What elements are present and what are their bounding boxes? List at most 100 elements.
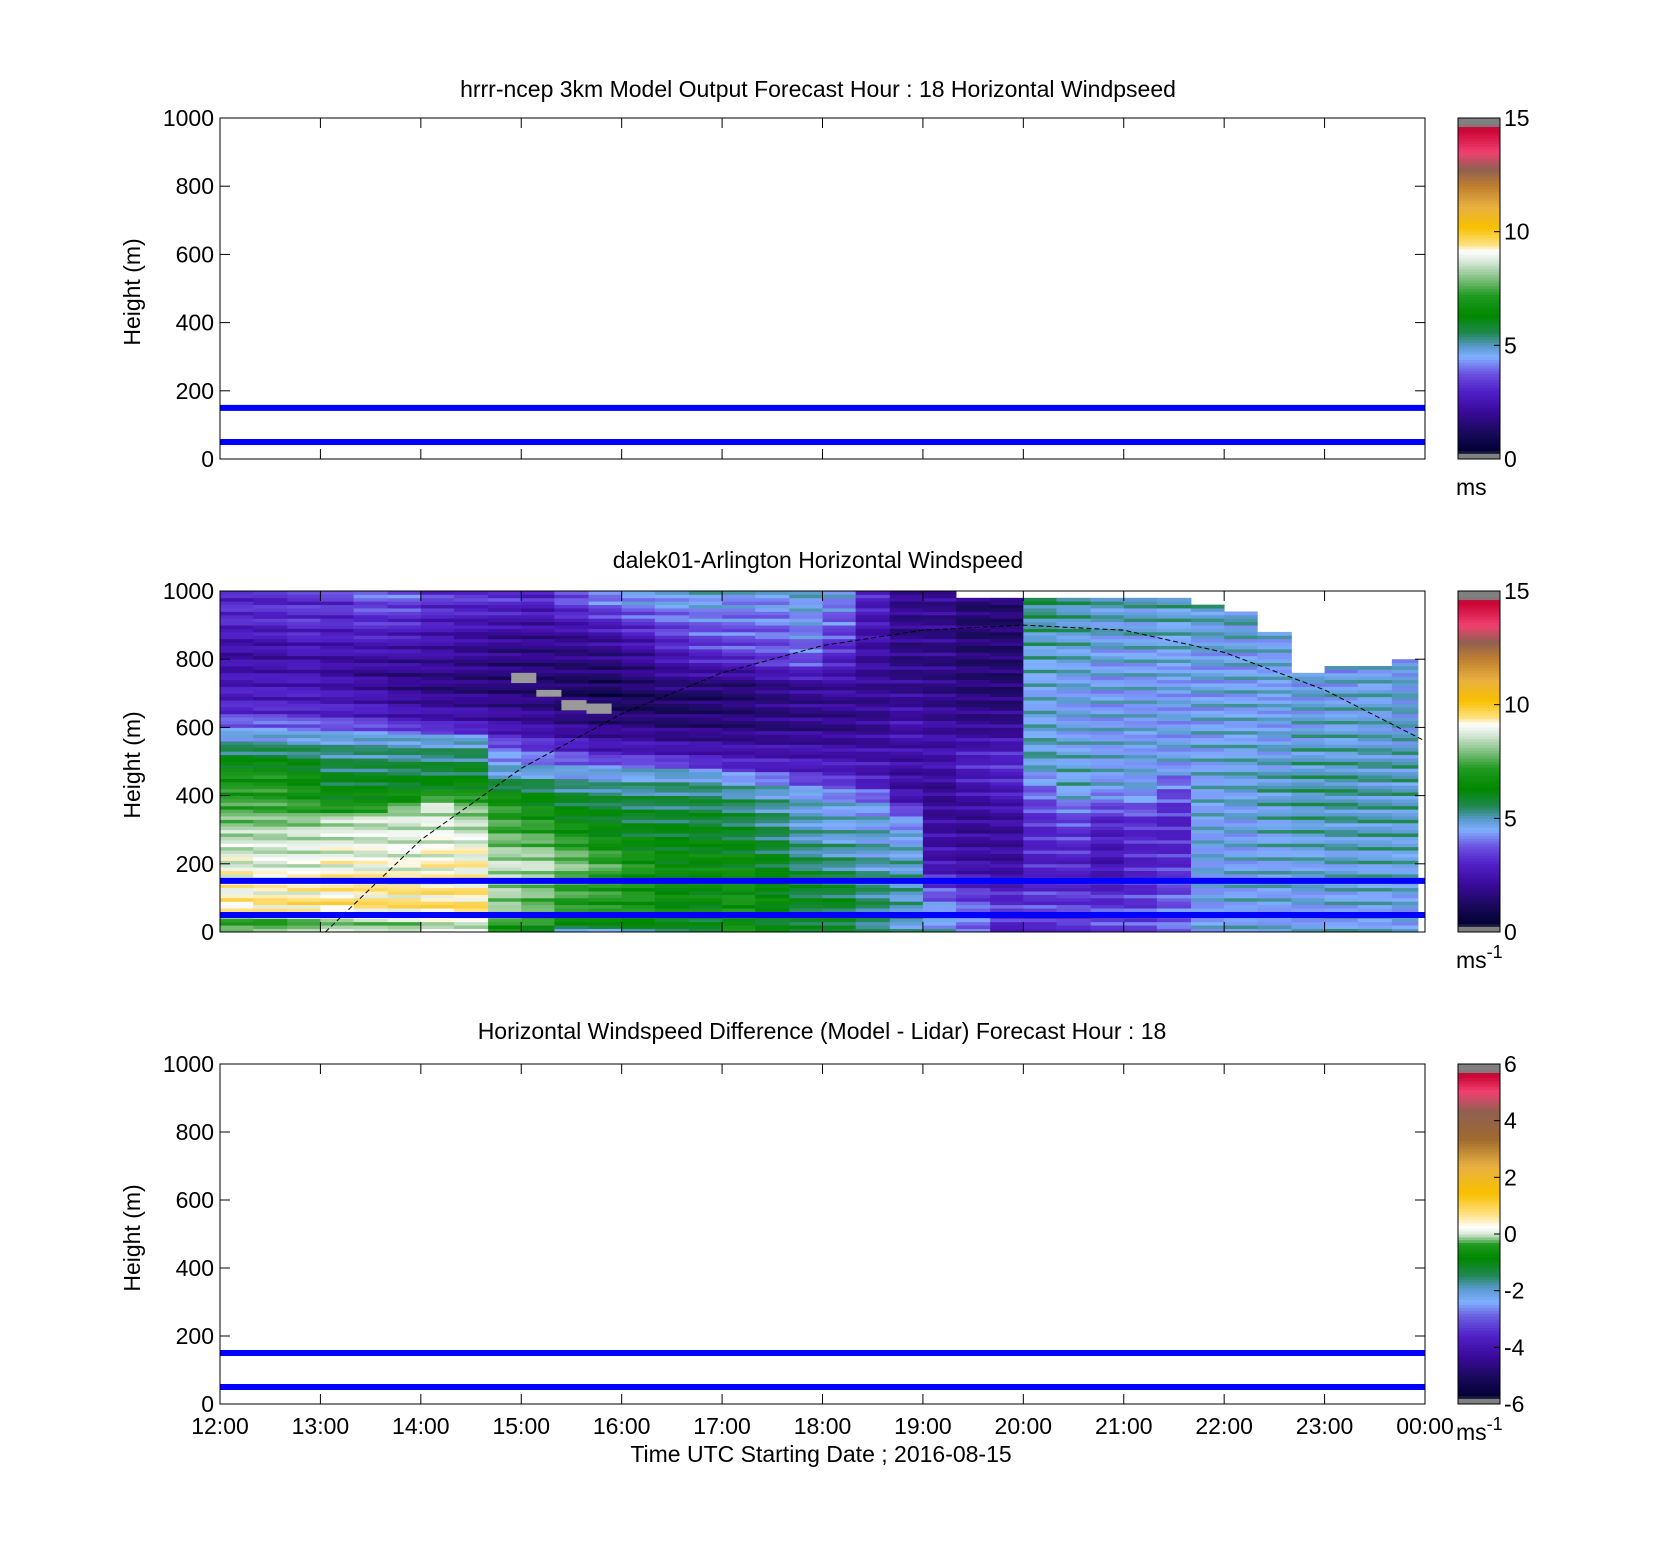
heatmap-cell (688, 891, 723, 895)
heatmap-cell (1090, 741, 1125, 745)
colorbar-segment (1458, 616, 1500, 620)
heatmap-cell (521, 730, 555, 735)
heatmap-cell (1056, 618, 1092, 623)
colorbar-segment (1458, 846, 1500, 851)
heatmap-cell (1257, 839, 1292, 844)
heatmap-cell (889, 597, 924, 602)
heatmap-cell (990, 839, 1024, 844)
heatmap-cell (521, 918, 555, 923)
heatmap-cell (990, 928, 1024, 933)
heatmap-cell (1391, 781, 1419, 786)
heatmap-cell (588, 904, 623, 909)
heatmap-cell (621, 730, 656, 735)
missing-data-cell (561, 700, 587, 711)
heatmap-cell (1191, 771, 1225, 776)
heatmap-cell (1224, 863, 1258, 868)
heatmap-cell (1090, 795, 1125, 800)
heatmap-cell (1224, 672, 1258, 677)
heatmap-cell (822, 908, 857, 912)
heatmap-cell (320, 843, 354, 848)
colorbar-segment (1458, 194, 1500, 199)
colorbar-segment (1458, 123, 1500, 128)
heatmap-cell (554, 679, 589, 684)
heatmap-cell (755, 744, 790, 749)
heatmap-cell (1291, 928, 1325, 933)
heatmap-cell (387, 904, 422, 909)
colorbar-segment (1458, 186, 1500, 190)
heatmap-cell (1224, 904, 1258, 909)
heatmap-cell (889, 884, 924, 889)
heatmap-cell (1023, 764, 1057, 769)
heatmap-cell (1123, 805, 1158, 810)
heatmap-cell (855, 723, 891, 728)
heatmap-cell (1257, 921, 1292, 926)
heatmap-cell (1224, 799, 1258, 803)
heatmap-cell (1357, 928, 1393, 933)
heatmap-cell (320, 829, 354, 834)
heatmap-cell (1291, 918, 1325, 923)
heatmap-cell (922, 792, 957, 796)
colorbar-segment (1458, 166, 1500, 170)
heatmap-cell (1191, 734, 1225, 739)
heatmap-cell (287, 853, 321, 858)
heatmap-cell (956, 768, 991, 773)
colorbar-segment (1458, 180, 1500, 184)
heatmap-cell (420, 747, 455, 752)
heatmap-cell (1123, 666, 1158, 670)
heatmap-cell (1257, 758, 1292, 762)
x-tick-label: 19:00 (894, 1413, 952, 1439)
heatmap-cell (387, 826, 422, 831)
heatmap-cell (1291, 795, 1325, 800)
colorbar-segment (1458, 1282, 1500, 1286)
heatmap-cell (1123, 775, 1158, 779)
heatmap-cell (287, 921, 321, 926)
heatmap-cell (1224, 870, 1258, 875)
heatmap-cell (1123, 826, 1158, 831)
heatmap-cell (789, 659, 823, 664)
heatmap-cell (722, 628, 756, 633)
colorbar-segment (1458, 356, 1500, 361)
heatmap-cell (1224, 754, 1258, 759)
colorbar-segment (1458, 622, 1500, 626)
heatmap-cell (922, 686, 957, 691)
heatmap-cell (755, 638, 790, 643)
heatmap-cell (488, 870, 522, 875)
heatmap-cell (220, 778, 254, 783)
heatmap-cell (1224, 850, 1258, 854)
colorbar-segment (1458, 761, 1500, 765)
heatmap-cell (287, 659, 321, 664)
heatmap-cell (654, 788, 690, 793)
heatmap-cell (453, 727, 489, 732)
heatmap-cell (1291, 891, 1325, 895)
heatmap-cell (889, 795, 924, 800)
heatmap-cell (320, 928, 354, 933)
heatmap-cell (220, 696, 254, 701)
heatmap-cell (453, 826, 489, 831)
heatmap-cell (956, 754, 991, 759)
heatmap-cell (554, 747, 589, 752)
heatmap-cell (956, 802, 991, 807)
heatmap-cell (1191, 833, 1225, 837)
heatmap-cell (554, 659, 589, 664)
heatmap-cell (922, 799, 957, 803)
heatmap-cell (287, 918, 321, 923)
heatmap-cell (320, 747, 354, 752)
heatmap-cell (855, 829, 891, 834)
heatmap-cell (1257, 648, 1292, 653)
heatmap-cell (956, 696, 991, 701)
heatmap-cell (855, 768, 891, 773)
heatmap-cell (420, 625, 455, 629)
heatmap-cell (621, 792, 656, 796)
heatmap-cell (990, 679, 1024, 684)
heatmap-cell (554, 781, 589, 786)
heatmap-cell (922, 713, 957, 718)
heatmap-cell (453, 833, 489, 837)
heatmap-cell (956, 727, 991, 732)
heatmap-cell (889, 819, 924, 824)
heatmap-cell (1123, 744, 1158, 749)
heatmap-cell (1224, 761, 1258, 766)
heatmap-cell (688, 601, 723, 606)
heatmap-cell (1224, 710, 1258, 715)
heatmap-cell (353, 676, 389, 681)
colorbar-segment (1458, 333, 1500, 338)
